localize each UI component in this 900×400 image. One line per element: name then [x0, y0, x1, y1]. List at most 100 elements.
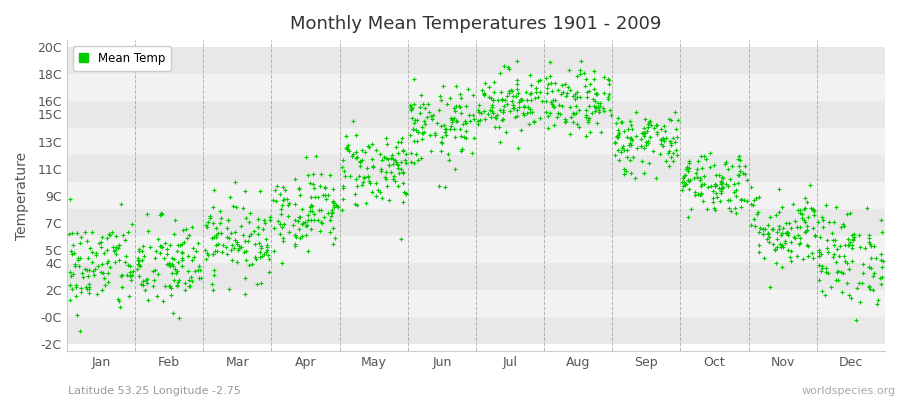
Point — [784, 248, 798, 254]
Point — [644, 118, 658, 124]
Point — [845, 232, 859, 238]
Point — [518, 89, 533, 95]
Point — [404, 150, 419, 156]
Point — [282, 199, 296, 206]
Point — [861, 284, 876, 290]
Point — [415, 136, 429, 142]
Point — [608, 139, 623, 145]
Point — [544, 80, 558, 86]
Point — [63, 282, 77, 289]
Point — [539, 74, 554, 81]
Point — [815, 263, 830, 270]
Point — [614, 118, 628, 125]
Point — [733, 168, 747, 174]
Point — [678, 182, 692, 189]
Point — [342, 148, 356, 154]
Point — [371, 187, 385, 193]
Point — [366, 164, 381, 170]
Point — [478, 116, 492, 122]
Point — [681, 186, 696, 192]
Point — [97, 275, 112, 281]
Point — [524, 90, 538, 96]
Point — [583, 81, 598, 88]
Point — [118, 237, 132, 244]
Point — [664, 139, 679, 146]
Point — [762, 234, 777, 240]
Point — [508, 114, 522, 120]
Point — [551, 110, 565, 116]
Point — [636, 132, 651, 139]
Point — [642, 138, 656, 144]
Point — [506, 102, 520, 108]
Point — [714, 186, 728, 192]
Point — [628, 133, 643, 140]
Point — [579, 114, 593, 120]
Point — [236, 205, 250, 211]
Point — [381, 156, 395, 162]
Point — [867, 243, 881, 250]
Point — [616, 171, 631, 178]
Point — [352, 173, 366, 179]
Point — [491, 124, 506, 130]
Point — [568, 96, 582, 102]
Point — [593, 129, 608, 136]
Point — [508, 105, 522, 111]
Point — [708, 172, 723, 178]
Point — [445, 119, 459, 125]
Point — [775, 204, 789, 210]
Point — [819, 269, 833, 275]
Point — [433, 93, 447, 99]
Point — [800, 213, 814, 220]
Point — [339, 144, 354, 150]
Point — [801, 253, 815, 260]
Point — [641, 140, 655, 146]
Point — [209, 233, 223, 240]
Point — [146, 283, 160, 289]
Point — [200, 250, 214, 256]
Point — [862, 283, 877, 289]
Point — [323, 229, 338, 235]
Point — [543, 59, 557, 65]
Point — [608, 139, 623, 146]
Point — [768, 247, 782, 254]
Point — [695, 164, 709, 171]
Point — [185, 257, 200, 264]
Point — [680, 164, 694, 170]
Point — [548, 97, 562, 103]
Point — [70, 230, 85, 236]
Point — [321, 192, 336, 198]
Point — [738, 163, 752, 170]
Point — [326, 225, 340, 231]
Point — [509, 81, 524, 88]
Point — [471, 120, 485, 127]
Point — [369, 179, 383, 186]
Point — [230, 259, 244, 265]
Point — [770, 229, 784, 236]
Point — [298, 218, 312, 225]
Point — [227, 245, 241, 251]
Point — [82, 286, 96, 292]
Point — [729, 187, 743, 193]
Point — [814, 268, 828, 274]
Point — [864, 255, 878, 261]
Point — [238, 274, 252, 281]
Point — [318, 185, 332, 192]
Point — [587, 85, 601, 92]
Point — [102, 230, 116, 237]
Point — [665, 135, 680, 141]
Point — [740, 198, 754, 205]
Point — [616, 145, 630, 152]
Point — [267, 187, 282, 193]
Point — [655, 143, 670, 149]
Point — [95, 233, 110, 240]
Point — [783, 225, 797, 231]
Point — [183, 283, 197, 289]
Point — [610, 134, 625, 140]
Point — [461, 86, 475, 92]
Point — [611, 134, 625, 140]
Point — [610, 133, 625, 139]
Point — [756, 226, 770, 232]
Point — [555, 82, 570, 88]
Point — [812, 247, 826, 253]
Point — [715, 179, 729, 186]
